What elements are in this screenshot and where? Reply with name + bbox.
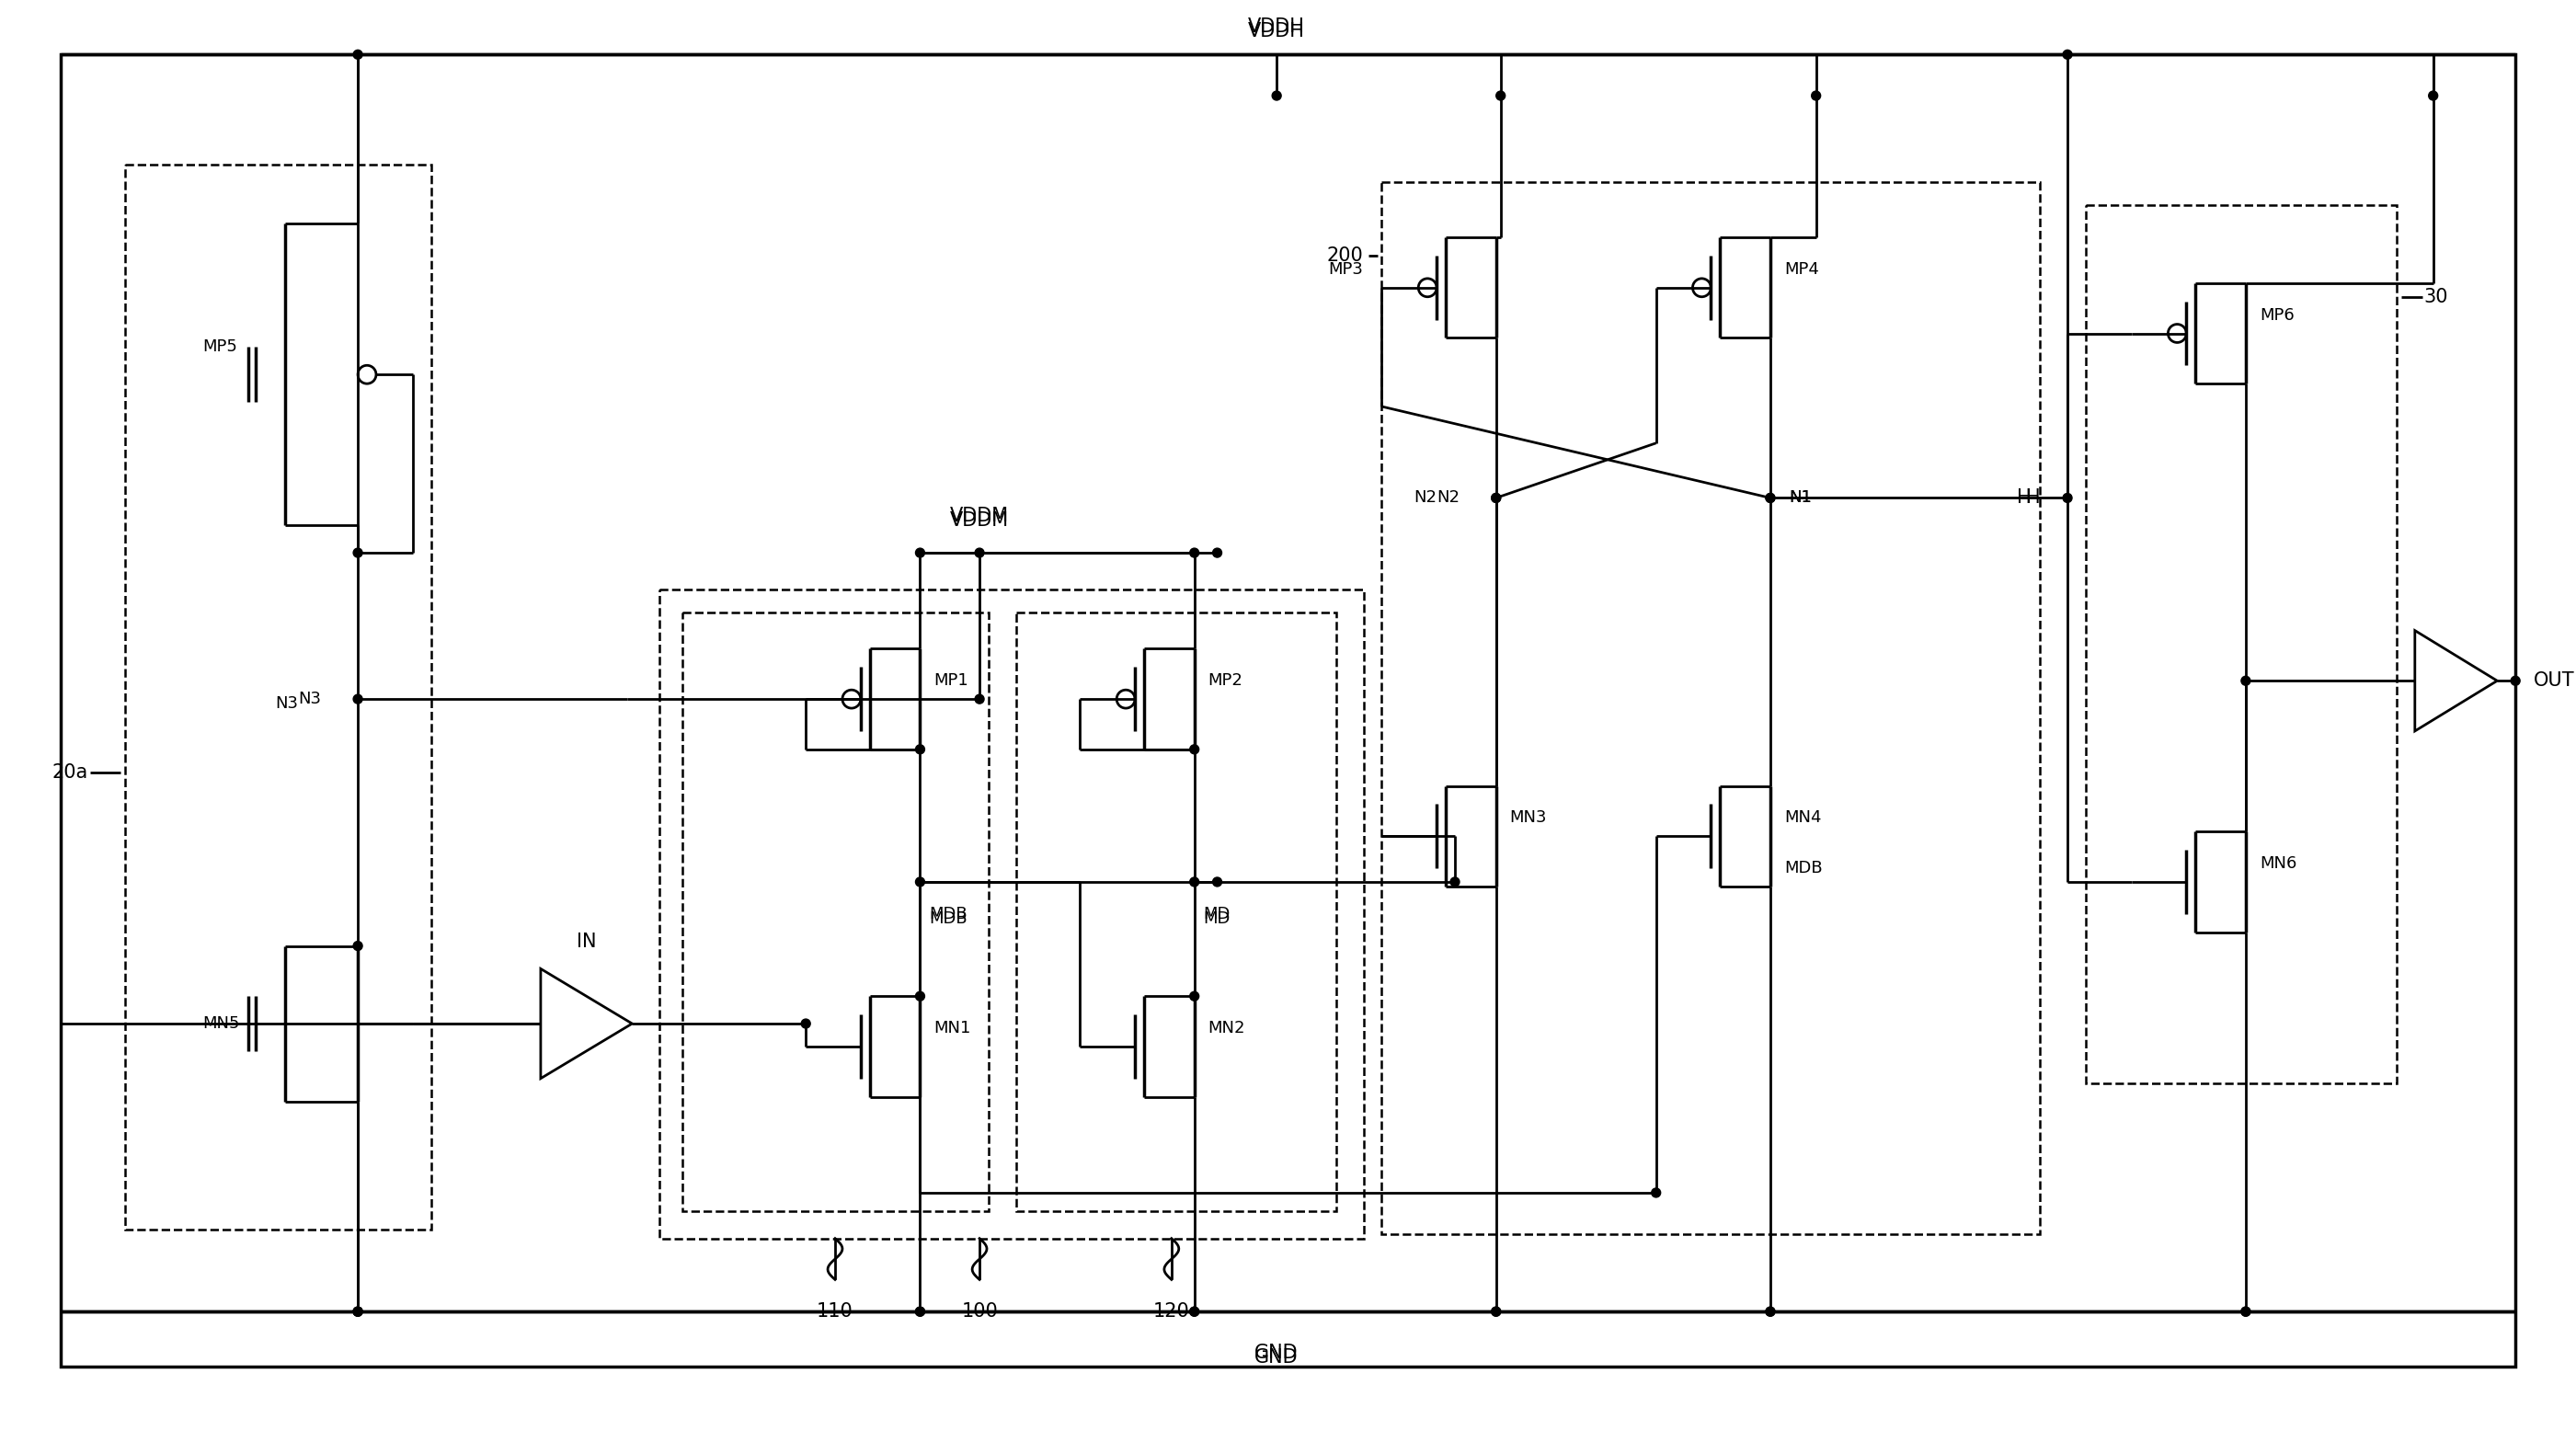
Text: VDDH: VDDH: [1249, 23, 1306, 40]
Circle shape: [2241, 1306, 2251, 1317]
Circle shape: [801, 1019, 811, 1028]
Circle shape: [353, 548, 363, 558]
Bar: [659, 590, 1363, 1239]
Circle shape: [1190, 1306, 1198, 1317]
Circle shape: [1213, 877, 1221, 887]
Text: MP2: MP2: [1208, 672, 1242, 689]
Text: MN5: MN5: [204, 1015, 240, 1032]
Text: 110: 110: [817, 1302, 853, 1321]
Bar: [683, 613, 989, 1211]
Text: MP5: MP5: [204, 339, 237, 355]
Circle shape: [2429, 91, 2437, 101]
Circle shape: [1190, 877, 1198, 887]
Text: MN4: MN4: [1785, 809, 1821, 826]
Text: N3: N3: [299, 691, 322, 708]
Circle shape: [2512, 676, 2519, 685]
Text: MP3: MP3: [1329, 261, 1363, 278]
Text: OUT: OUT: [2535, 672, 2576, 689]
Circle shape: [353, 1306, 363, 1317]
Circle shape: [1765, 1306, 1775, 1317]
Circle shape: [1497, 91, 1504, 101]
Bar: [1015, 613, 1337, 1211]
Text: VDDM: VDDM: [951, 508, 1010, 525]
Text: MN6: MN6: [2259, 855, 2298, 872]
Circle shape: [2241, 1306, 2251, 1317]
Circle shape: [353, 1306, 363, 1317]
Text: MDB: MDB: [930, 910, 969, 927]
Circle shape: [2063, 493, 2071, 502]
Circle shape: [1765, 493, 1775, 502]
Circle shape: [1492, 493, 1502, 502]
Text: MDB: MDB: [930, 906, 969, 923]
Text: GND: GND: [1255, 1344, 1298, 1361]
Circle shape: [1213, 548, 1221, 558]
Text: MN3: MN3: [1510, 809, 1548, 826]
Circle shape: [1492, 1306, 1502, 1317]
Text: MP6: MP6: [2259, 307, 2295, 323]
Text: H: H: [2017, 489, 2030, 508]
Bar: [124, 164, 430, 1229]
Text: N2: N2: [1414, 490, 1437, 506]
Text: H: H: [2025, 489, 2040, 508]
Text: N1: N1: [1788, 490, 1811, 506]
Text: N3: N3: [276, 695, 299, 712]
Bar: [2087, 205, 2396, 1083]
Text: MD: MD: [1203, 906, 1231, 923]
Circle shape: [1651, 1188, 1662, 1197]
Circle shape: [1492, 1306, 1502, 1317]
Circle shape: [1765, 1306, 1775, 1317]
Circle shape: [353, 1306, 363, 1317]
Circle shape: [914, 1306, 925, 1317]
Circle shape: [1190, 548, 1198, 558]
Circle shape: [1190, 744, 1198, 754]
Text: VDDH: VDDH: [1249, 17, 1306, 36]
Circle shape: [353, 695, 363, 704]
Circle shape: [974, 695, 984, 704]
Circle shape: [353, 942, 363, 950]
Circle shape: [1190, 1306, 1198, 1317]
Circle shape: [1190, 992, 1198, 1001]
Circle shape: [2063, 50, 2071, 59]
Text: VDDM: VDDM: [951, 512, 1010, 531]
Text: MP4: MP4: [1785, 261, 1819, 278]
Circle shape: [914, 1306, 925, 1317]
Circle shape: [353, 50, 363, 59]
Text: IN: IN: [577, 932, 595, 950]
Text: MDB: MDB: [1785, 859, 1821, 877]
Circle shape: [1811, 91, 1821, 101]
Circle shape: [1492, 493, 1502, 502]
Text: 120: 120: [1154, 1302, 1190, 1321]
Circle shape: [1450, 877, 1461, 887]
Circle shape: [914, 992, 925, 1001]
Text: N1: N1: [1788, 490, 1811, 506]
Text: N2: N2: [1437, 490, 1461, 506]
Text: 20a: 20a: [52, 763, 88, 782]
Circle shape: [914, 548, 925, 558]
Text: MP1: MP1: [935, 672, 969, 689]
Circle shape: [1273, 91, 1280, 101]
Bar: [1381, 183, 2040, 1234]
Circle shape: [974, 548, 984, 558]
Circle shape: [2241, 676, 2251, 685]
Text: MD: MD: [1203, 910, 1231, 927]
Circle shape: [914, 877, 925, 887]
Circle shape: [1765, 493, 1775, 502]
Text: MN2: MN2: [1208, 1019, 1244, 1037]
Text: 200: 200: [1327, 247, 1363, 265]
Text: 100: 100: [961, 1302, 997, 1321]
Text: GND: GND: [1255, 1348, 1298, 1367]
Text: MN1: MN1: [935, 1019, 971, 1037]
Text: 30: 30: [2424, 287, 2447, 306]
Circle shape: [914, 744, 925, 754]
